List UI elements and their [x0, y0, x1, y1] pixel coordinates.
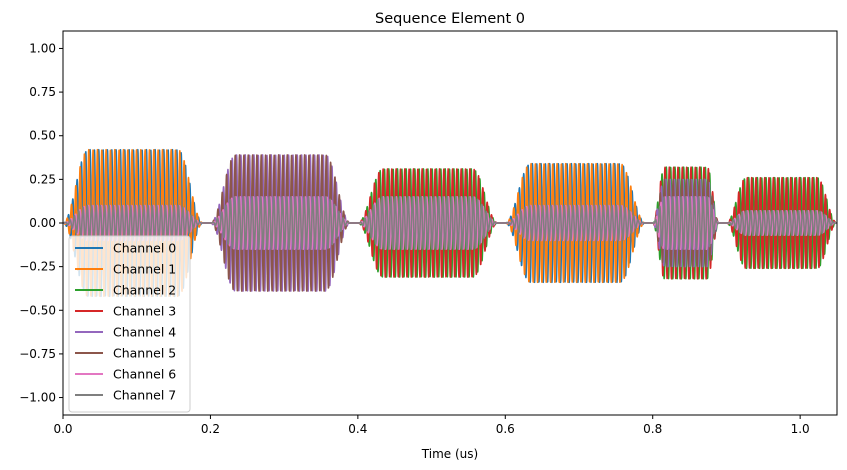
x-tick-label: 0.0 [53, 422, 72, 436]
y-tick-label: 0.25 [29, 172, 56, 186]
y-tick-label: 1.00 [29, 41, 56, 55]
y-axis: −1.00 −0.75 −0.50 −0.25 0.00 0.25 0.50 0.75 1.00 [19, 41, 63, 405]
x-tick-label: 0.4 [348, 422, 367, 436]
y-tick-label: 0.00 [29, 216, 56, 230]
series-group [63, 148, 837, 298]
legend: Channel 0 Channel 1 Channel 2 Channel 3 Chan… [68, 235, 191, 413]
legend-box [68, 235, 191, 413]
legend-label: Channel 5 [113, 346, 176, 361]
legend-label: Channel 7 [113, 388, 176, 403]
legend-label: Channel 1 [113, 262, 176, 277]
y-tick-label: −0.25 [19, 260, 56, 274]
x-axis-label: Time (us) [421, 447, 478, 461]
x-tick-label: 0.6 [496, 422, 515, 436]
legend-label: Channel 4 [113, 325, 176, 340]
x-tick-label: 0.2 [201, 422, 220, 436]
legend-label: Channel 6 [113, 367, 176, 382]
legend-label: Channel 0 [113, 241, 176, 256]
y-tick-label: −1.00 [19, 391, 56, 405]
y-tick-label: −0.75 [19, 347, 56, 361]
x-tick-label: 1.0 [791, 422, 810, 436]
y-tick-label: 0.50 [29, 129, 56, 143]
legend-label: Channel 3 [113, 304, 176, 319]
chart-title: Sequence Element 0 [375, 11, 525, 27]
x-axis: 0.0 0.2 0.4 0.6 0.8 1.0 [53, 415, 810, 436]
legend-label: Channel 2 [113, 283, 176, 298]
y-tick-label: 0.75 [29, 85, 56, 99]
x-tick-label: 0.8 [643, 422, 662, 436]
y-tick-label: −0.50 [19, 303, 56, 317]
series-line-channel-7 [63, 196, 837, 250]
